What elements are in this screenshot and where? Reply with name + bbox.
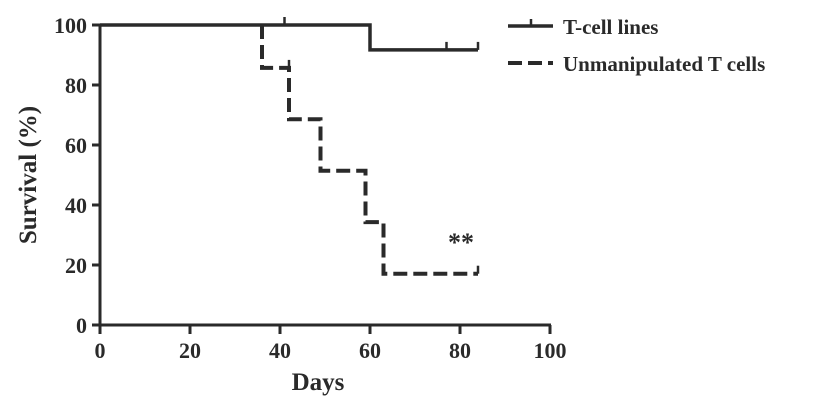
y-axis-label: Survival (%) [15,106,42,244]
x-tick-label: 60 [359,338,381,363]
y-tick-label: 100 [54,13,87,38]
x-tick-label: 20 [179,338,201,363]
axes [98,24,551,327]
x-tick-label: 0 [95,338,106,363]
x-tick-label: 40 [269,338,291,363]
y-tick-label: 40 [65,193,87,218]
y-tick-label: 0 [76,313,87,338]
series [100,17,480,276]
legend-label-t-cell-lines: T-cell lines [563,15,658,39]
x-tick-label: 100 [534,338,567,363]
significance-annotation: ** [448,228,474,257]
y-tick-label: 80 [65,73,87,98]
series-line-0 [100,23,478,52]
legend: T-cell lines Unmanipulated T cells [508,15,765,76]
y-tick-label: 60 [65,133,87,158]
x-tick-label: 80 [449,338,471,363]
x-axis-label: Days [292,369,345,396]
y-tick-label: 20 [65,253,87,278]
series-line-1 [260,25,478,276]
ticks: 0 20 40 60 80 100 0 20 40 60 80 100 [54,13,567,363]
legend-label-unmanipulated: Unmanipulated T cells [563,52,765,76]
